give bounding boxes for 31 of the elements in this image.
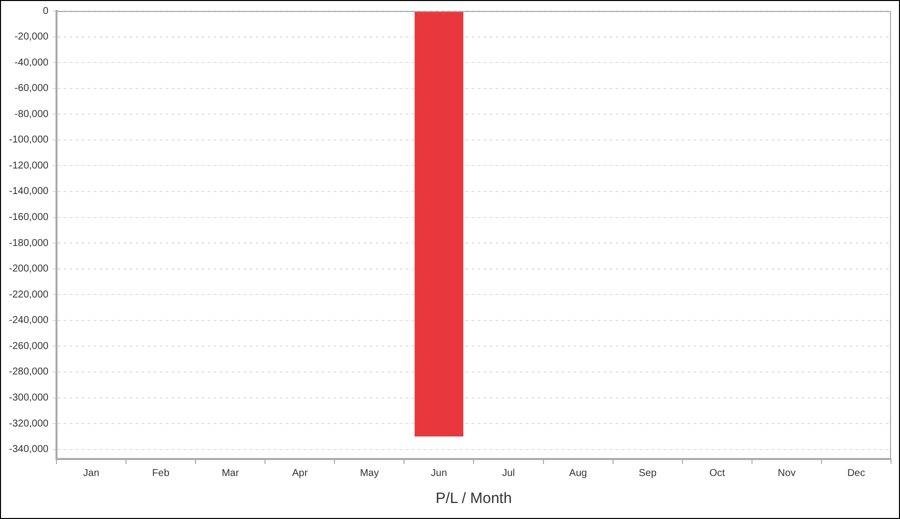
x-tick-label: Apr — [292, 468, 308, 479]
y-tick-label: -60,000 — [14, 83, 49, 94]
y-tick-label: -280,000 — [8, 366, 49, 378]
x-tick-label: May — [360, 468, 379, 479]
x-tick-label: Sep — [638, 468, 657, 479]
y-tick-label: -120,000 — [8, 160, 49, 172]
y-tick-label: -200,000 — [8, 264, 49, 275]
x-axis-title: P/L / Month — [436, 490, 512, 508]
x-tick-label: Mar — [222, 468, 240, 479]
x-tick-label: Feb — [152, 468, 170, 479]
x-tick-label: Jun — [430, 468, 448, 479]
y-tick-label: -140,000 — [8, 186, 49, 198]
y-tick-label: -260,000 — [8, 340, 49, 352]
x-tick-label: Oct — [709, 468, 726, 479]
y-tick-label: -180,000 — [8, 238, 49, 249]
x-tick-label: Aug — [569, 468, 587, 479]
y-tick-label: -320,000 — [8, 418, 49, 430]
y-tick-label: -160,000 — [8, 212, 49, 224]
x-tick-label: Dec — [847, 468, 866, 479]
x-tick-label: Jul — [502, 468, 515, 479]
x-tick-label: Nov — [778, 468, 796, 479]
y-tick-label: -20,000 — [14, 32, 49, 43]
y-tick-label: -300,000 — [8, 392, 49, 404]
y-tick-label: -220,000 — [8, 289, 49, 300]
y-tick-label: 0 — [42, 6, 49, 17]
y-tick-label: -100,000 — [8, 134, 49, 146]
y-tick-label: -240,000 — [8, 315, 49, 326]
y-tick-label: -340,000 — [8, 444, 49, 456]
x-tick-label: Jan — [83, 468, 100, 479]
y-tick-label: -80,000 — [14, 108, 49, 120]
y-tick-label: -40,000 — [14, 57, 49, 68]
